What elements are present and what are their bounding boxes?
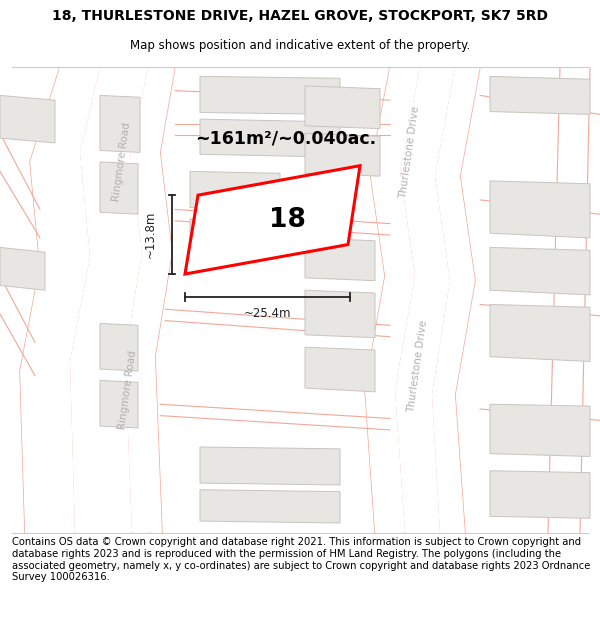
Text: Ringmore Road: Ringmore Road	[118, 350, 139, 430]
Polygon shape	[0, 96, 55, 143]
Polygon shape	[185, 166, 360, 274]
Polygon shape	[200, 76, 340, 114]
Text: ~13.8m: ~13.8m	[143, 211, 157, 258]
Text: ~25.4m: ~25.4m	[244, 308, 291, 321]
Text: Ringmore Road: Ringmore Road	[112, 122, 133, 202]
Polygon shape	[490, 404, 590, 456]
Polygon shape	[200, 119, 340, 157]
Polygon shape	[20, 67, 100, 532]
Polygon shape	[490, 76, 590, 114]
Polygon shape	[490, 248, 590, 295]
Polygon shape	[190, 171, 280, 209]
Polygon shape	[100, 381, 138, 428]
Polygon shape	[125, 67, 175, 532]
Polygon shape	[490, 304, 590, 361]
Text: ~161m²/~0.040ac.: ~161m²/~0.040ac.	[195, 129, 376, 147]
Polygon shape	[0, 248, 45, 290]
Polygon shape	[200, 447, 340, 485]
Text: 18, THURLESTONE DRIVE, HAZEL GROVE, STOCKPORT, SK7 5RD: 18, THURLESTONE DRIVE, HAZEL GROVE, STOC…	[52, 9, 548, 23]
Polygon shape	[305, 238, 375, 281]
Polygon shape	[490, 181, 590, 238]
Text: Contains OS data © Crown copyright and database right 2021. This information is : Contains OS data © Crown copyright and d…	[12, 538, 590, 582]
Polygon shape	[190, 219, 280, 257]
Polygon shape	[395, 67, 455, 532]
Polygon shape	[305, 133, 380, 176]
Polygon shape	[432, 67, 480, 532]
Polygon shape	[490, 471, 590, 518]
Polygon shape	[365, 67, 420, 532]
Text: Thurlestone Drive: Thurlestone Drive	[407, 319, 430, 413]
Polygon shape	[305, 86, 380, 129]
Text: Thurlestone Drive: Thurlestone Drive	[398, 106, 421, 199]
Polygon shape	[100, 96, 140, 152]
Polygon shape	[305, 290, 375, 338]
Polygon shape	[200, 490, 340, 523]
Text: Map shows position and indicative extent of the property.: Map shows position and indicative extent…	[130, 39, 470, 52]
Polygon shape	[305, 348, 375, 392]
Polygon shape	[100, 162, 138, 214]
Text: 18: 18	[269, 207, 306, 233]
Polygon shape	[100, 324, 138, 371]
Polygon shape	[70, 67, 148, 532]
